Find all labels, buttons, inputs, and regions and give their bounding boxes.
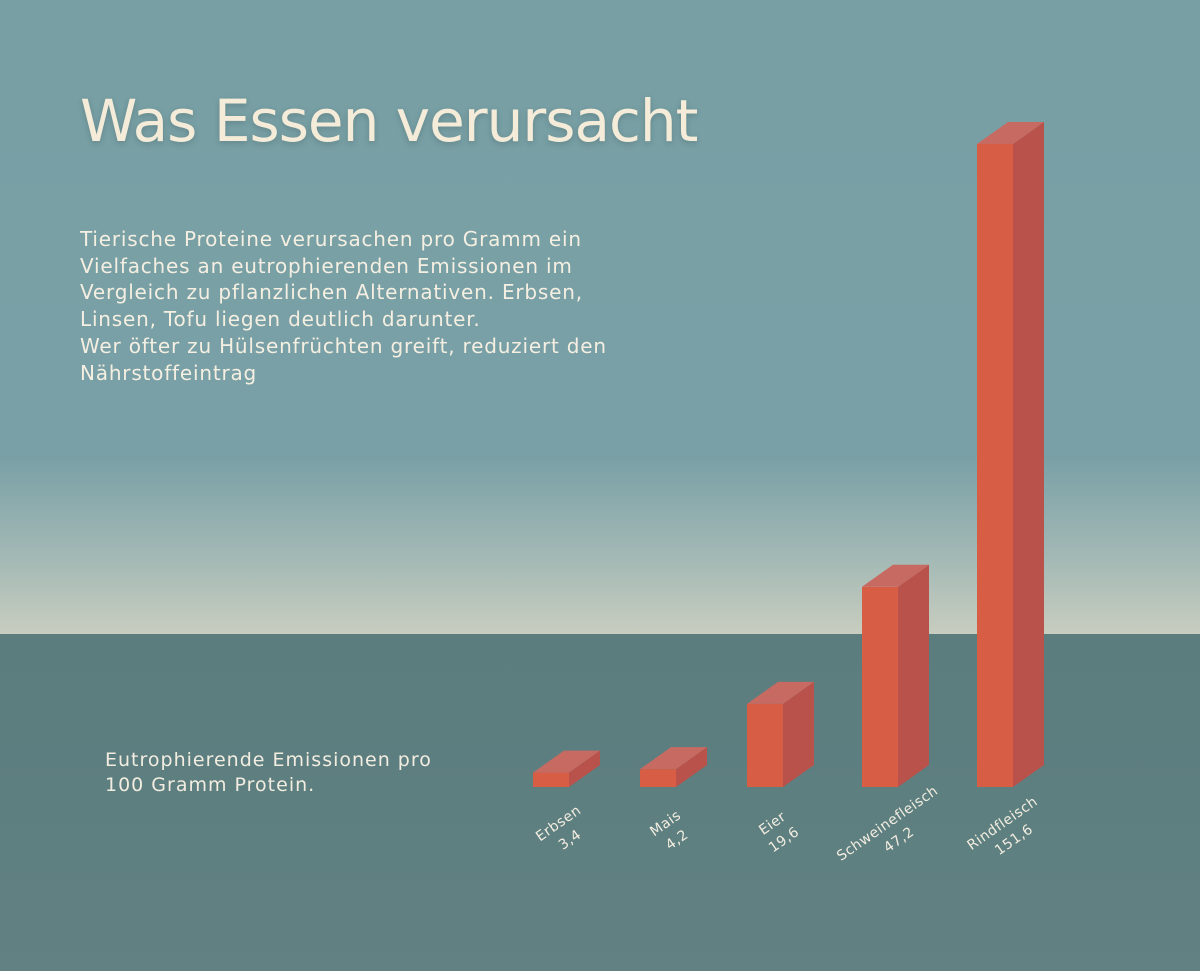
bar-top-rindfleisch [977, 122, 1044, 144]
bar-erbsen [533, 750, 600, 787]
bar-eier [747, 681, 814, 787]
bar-front-eier [747, 703, 783, 787]
page-title: Was Essen verursacht [80, 87, 698, 155]
bar-rindfleisch [977, 122, 1044, 787]
bar-top-erbsen [533, 750, 600, 773]
bar-label-erbsen: Erbsen3,4 [533, 802, 596, 861]
bar-schweinefleisch [862, 564, 929, 787]
bar-side-schweinefleisch [898, 564, 929, 787]
bar-mais [640, 747, 707, 787]
bar-label-mais: Mais4,2 [647, 807, 695, 856]
bar-front-mais [640, 769, 676, 787]
intro-paragraph-2: Wer öfter zu Hülsenfrüchten greift, redu… [80, 333, 607, 385]
axis-caption: Eutrophierende Emissionen pro 100 Gramm … [105, 749, 432, 796]
bar-side-erbsen [569, 750, 600, 787]
bar-side-mais [676, 747, 707, 787]
bar-side-rindfleisch [1013, 122, 1044, 787]
bar-label-eier: Eier19,6 [755, 808, 803, 857]
bar-label-rindfleisch: Rindfleisch151,6 [965, 794, 1053, 871]
bar-label-schweinefleisch: Schweinefleisch47,2 [834, 783, 953, 881]
bar-front-schweinefleisch [862, 586, 898, 787]
bar-top-mais [640, 747, 707, 770]
bar-front-erbsen [533, 772, 569, 787]
intro-text: Tierische Proteine verursachen pro Gramm… [80, 226, 640, 386]
bar-side-eier [783, 681, 814, 787]
intro-paragraph-1: Tierische Proteine verursachen pro Gramm… [80, 227, 583, 332]
bar-front-rindfleisch [977, 144, 1013, 787]
bar-top-eier [747, 681, 814, 704]
bar-top-schweinefleisch [862, 564, 929, 587]
